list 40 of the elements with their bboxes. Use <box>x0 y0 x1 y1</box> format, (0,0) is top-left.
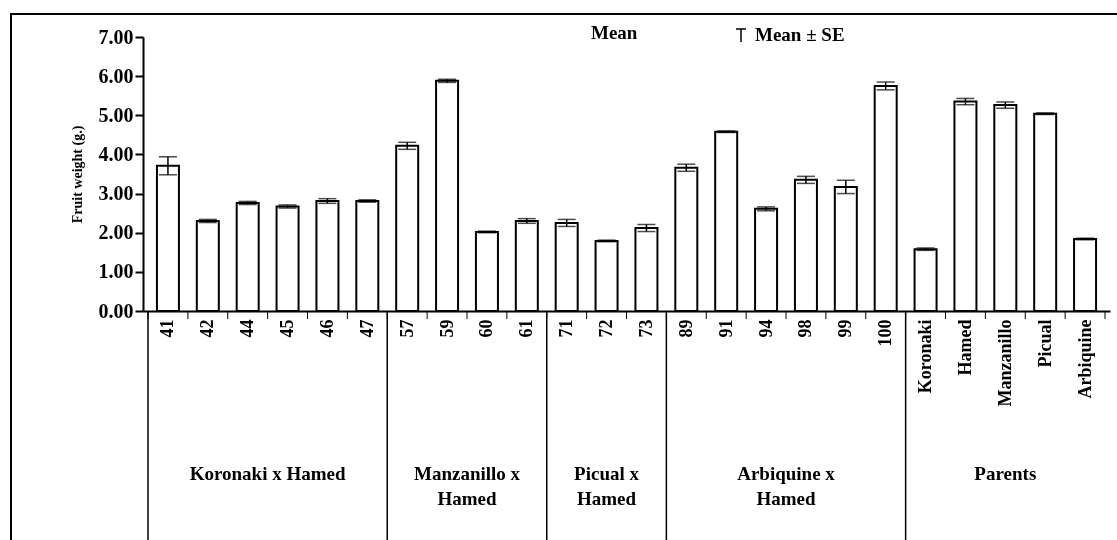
y-tick-label: 5.00 <box>98 103 134 126</box>
y-tick-label: 3.00 <box>98 182 134 205</box>
x-tick-label: 91 <box>715 319 736 338</box>
x-tick-label: 59 <box>436 319 457 338</box>
x-tick-label: 60 <box>476 319 497 338</box>
y-tick-label: 7.00 <box>98 25 134 48</box>
x-tick-label: 57 <box>396 319 417 338</box>
x-tick-label: 99 <box>835 319 856 338</box>
text: Koronaki x Hamed <box>189 463 346 484</box>
x-tick-label: Koronaki <box>915 319 936 394</box>
x-tick-label: 47 <box>356 319 377 338</box>
y-tick-label: 4.00 <box>98 142 134 165</box>
annotation: Mean ± SE <box>755 24 845 45</box>
x-tick-label: 72 <box>596 319 617 338</box>
x-tick-label: 44 <box>237 319 258 338</box>
y-tick-label: 1.00 <box>98 260 134 283</box>
x-tick-label: 89 <box>675 319 696 338</box>
text: Picual x Hamed <box>574 463 640 509</box>
text: Parents <box>974 463 1037 484</box>
x-tick-label: Hamed <box>954 319 975 376</box>
x-tick-label: 94 <box>755 319 776 338</box>
x-tick-label: 73 <box>635 319 656 338</box>
x-tick-label: 42 <box>197 319 218 338</box>
text: Mean <box>591 21 638 43</box>
x-tick-label: Arbiquine <box>1074 319 1095 399</box>
y-tick-label: 6.00 <box>98 64 134 87</box>
x-tick-label: 71 <box>556 319 577 338</box>
x-tick-label: 46 <box>316 319 337 338</box>
x-tick-label: 45 <box>277 319 298 338</box>
text: Manzanillo x Hamed <box>413 463 521 509</box>
x-tick-label: Picual <box>1034 319 1055 368</box>
y-tick-label: 2.00 <box>98 221 134 244</box>
y-tick-label: 0.00 <box>98 299 134 322</box>
x-tick-label: 100 <box>875 319 896 347</box>
x-tick-label: 41 <box>157 319 178 338</box>
x-tick-label: Manzanillo <box>994 319 1015 407</box>
x-tick-label: 61 <box>516 319 537 338</box>
y-axis-title: Fruit weight (g.) <box>69 125 86 224</box>
x-tick-label: 98 <box>795 319 816 338</box>
text: Arbiquine x Hamed <box>737 463 836 509</box>
